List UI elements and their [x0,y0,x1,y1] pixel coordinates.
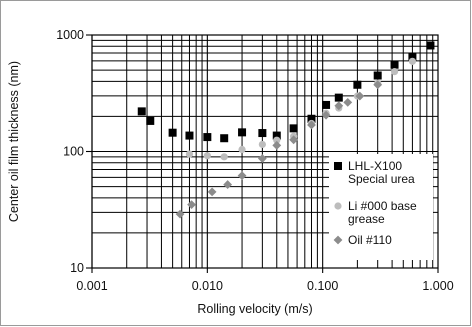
data-point-diamond [373,80,383,90]
tick-labels: 0.001 0.010 0.100 1.000 10 100 1000 [56,28,454,293]
data-point-square [220,134,229,143]
data-point-square [353,80,362,89]
x-axis-label: Rolling velocity (m/s) [197,302,312,316]
data-point-square [426,41,435,50]
y-tick-label: 100 [63,145,84,159]
y-axis-label: Center oil film thickness (nm) [7,61,21,222]
data-point-diamond [207,187,217,197]
legend-label: grease [348,212,385,226]
data-points [137,41,435,219]
data-point-square [390,60,399,69]
data-point-square [307,114,316,123]
data-point-circle [390,68,399,76]
data-point-square [408,52,417,61]
data-point-square [238,128,247,137]
x-tick-label: 0.100 [307,279,338,293]
data-point-diamond [343,97,353,107]
legend-label: Oil #110 [348,233,392,247]
data-point-square [322,100,331,109]
x-tick-label: 1.000 [422,279,453,293]
legend-marker-square [334,162,342,170]
data-point-square [185,131,194,140]
legend-marker-circle [334,202,342,210]
data-point-diamond [289,135,299,145]
data-point-square [258,129,267,138]
data-point-circle [273,136,281,144]
data-point-diamond [175,209,185,219]
data-point-circle [185,150,194,158]
x-tick-label: 0.001 [76,279,107,293]
data-point-circle [203,152,211,160]
legend-label: Li #000 base [348,199,417,213]
data-point-square [168,128,177,137]
data-point-circle [238,145,246,154]
data-point-diamond [237,171,247,181]
data-point-square [137,107,146,116]
data-point-square [373,71,382,80]
legend-box [329,154,433,260]
legend-marker-diamond [333,235,343,245]
axes [86,34,439,273]
data-point-circle [220,153,228,161]
y-tick-label: 10 [70,261,84,275]
data-point-diamond [355,91,365,101]
data-point-diamond [272,140,282,150]
data-point-diamond [187,200,196,210]
legend-label: Special urea [348,172,415,186]
y-tick-label: 1000 [56,28,84,42]
data-point-circle [258,140,266,149]
data-point-diamond [257,154,267,163]
data-point-square [203,133,212,142]
data-point-diamond [223,180,233,189]
data-point-diamond [334,101,344,111]
data-point-diamond [321,110,331,120]
data-point-square [272,131,281,140]
x-tick-label: 0.010 [192,279,223,293]
data-point-square [289,124,298,133]
data-point-circle [408,57,417,65]
data-point-diamond [307,120,316,130]
data-point-square [146,116,155,125]
legend-label: LHL-X100 [348,159,402,173]
data-point-square [334,93,343,102]
